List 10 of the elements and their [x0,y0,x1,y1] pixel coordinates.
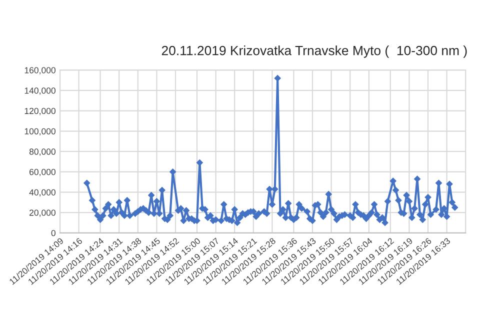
y-tick-label: 160,000 [24,67,56,74]
y-tick-label: 60,000 [30,168,56,176]
chart-title: 20.11.2019 Krizovatka Trnavske Myto ( 10-300 nm ) [162,46,467,58]
y-tick-label: 20,000 [30,210,56,217]
y-tick-label: 140,000 [24,88,56,95]
y-tick-label: 100,000 [24,128,56,136]
y-tick-label: 0 [51,230,56,236]
y-tick-label: 120,000 [24,108,56,116]
y-tick-label: 80,000 [29,148,56,156]
y-tick-label: 40,000 [29,189,56,196]
